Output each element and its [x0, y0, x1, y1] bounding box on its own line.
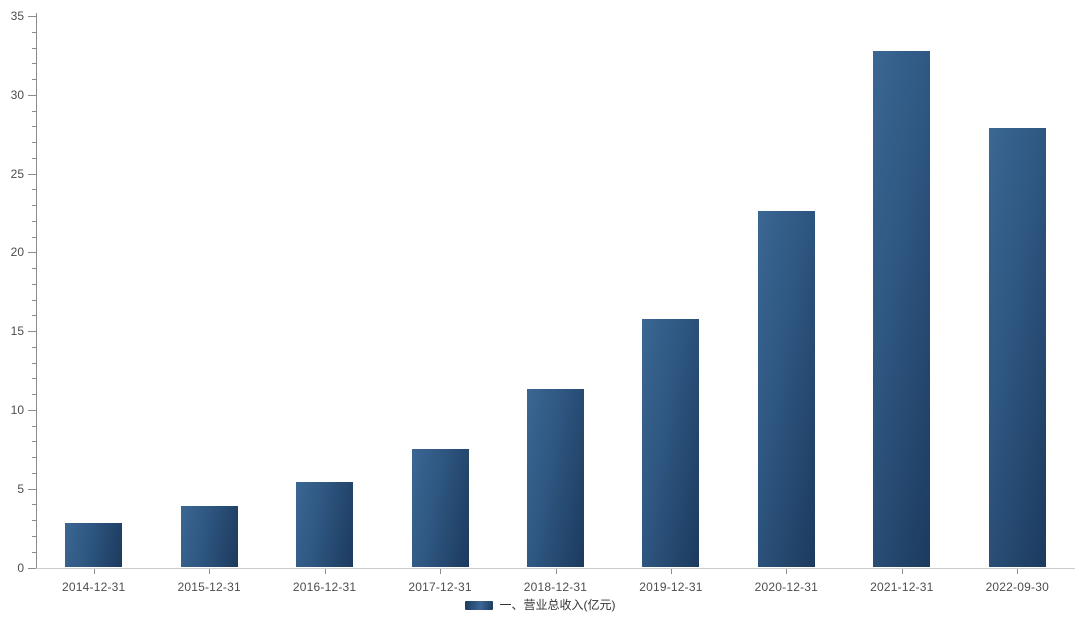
y-minor-tick — [32, 378, 36, 380]
bar-2015-12-31[interactable] — [180, 506, 238, 568]
y-minor-tick — [32, 520, 36, 522]
y-axis-tick-label: 0 — [17, 560, 24, 575]
bar-2019-12-31[interactable] — [642, 318, 700, 568]
y-minor-tick — [32, 220, 36, 222]
y-major-tick — [28, 252, 36, 254]
x-axis-tick — [901, 568, 903, 574]
y-axis-line — [36, 13, 37, 568]
y-major-tick — [28, 409, 36, 411]
y-minor-tick — [32, 47, 36, 49]
y-minor-tick — [32, 79, 36, 81]
y-minor-tick — [32, 126, 36, 128]
bar-2017-12-31[interactable] — [411, 449, 469, 568]
bar-2014-12-31[interactable] — [65, 523, 123, 568]
x-axis-tick-label: 2014-12-31 — [62, 579, 126, 594]
y-axis-tick-label: 15 — [10, 324, 24, 339]
legend-swatch-icon — [464, 600, 493, 610]
y-minor-tick — [32, 472, 36, 474]
x-axis-line — [36, 567, 1075, 569]
bar-2021-12-31[interactable] — [873, 50, 931, 568]
x-axis-tick-label: 2017-12-31 — [408, 579, 472, 594]
y-axis-tick-label: 25 — [10, 166, 24, 181]
legend: 一、营业总收入(亿元) — [0, 598, 1080, 612]
y-minor-tick — [32, 205, 36, 207]
x-axis-tick — [324, 568, 326, 574]
legend-label: 一、营业总收入(亿元) — [499, 598, 616, 612]
y-axis-tick-label: 35 — [10, 9, 24, 23]
y-minor-tick — [32, 425, 36, 427]
y-major-tick — [28, 16, 36, 17]
y-minor-tick — [32, 189, 36, 191]
y-minor-tick — [32, 504, 36, 506]
y-major-tick — [28, 94, 36, 96]
x-axis-tick — [786, 568, 788, 574]
y-minor-tick — [32, 63, 36, 65]
y-major-tick — [28, 567, 36, 569]
y-minor-tick — [32, 394, 36, 396]
x-axis-tick — [670, 568, 672, 574]
y-axis-tick-label: 5 — [17, 481, 24, 496]
y-axis-tick-label: 30 — [10, 87, 24, 102]
y-minor-tick — [32, 551, 36, 553]
x-axis-tick — [440, 568, 442, 574]
y-minor-tick — [32, 315, 36, 317]
x-axis-tick — [93, 568, 95, 574]
y-minor-tick — [32, 110, 36, 112]
x-axis-tick-label: 2019-12-31 — [639, 579, 703, 594]
y-minor-tick — [32, 441, 36, 443]
bar-2016-12-31[interactable] — [296, 482, 354, 568]
y-minor-tick — [32, 268, 36, 270]
y-minor-tick — [32, 157, 36, 159]
y-minor-tick — [32, 346, 36, 348]
y-major-tick — [28, 331, 36, 333]
y-minor-tick — [32, 535, 36, 537]
y-axis-tick-label: 10 — [10, 402, 24, 417]
x-axis-tick-label: 2021-12-31 — [870, 579, 934, 594]
x-axis-tick-label: 2022-09-30 — [985, 579, 1049, 594]
y-minor-tick — [32, 283, 36, 285]
y-minor-tick — [32, 236, 36, 238]
y-minor-tick — [32, 362, 36, 364]
x-axis-tick — [209, 568, 211, 574]
x-axis-tick-label: 2015-12-31 — [177, 579, 241, 594]
x-axis-tick-label: 2018-12-31 — [523, 579, 588, 594]
x-axis-tick-label: 2020-12-31 — [754, 579, 819, 594]
x-axis-tick — [555, 568, 557, 574]
y-major-tick — [28, 488, 36, 490]
bar-2022-09-30[interactable] — [988, 127, 1046, 568]
bar-2018-12-31[interactable] — [527, 389, 584, 568]
y-minor-tick — [32, 31, 36, 33]
y-minor-tick — [32, 142, 36, 144]
y-minor-tick — [32, 457, 36, 459]
y-axis-tick-label: 20 — [10, 245, 24, 260]
x-axis-tick — [1017, 568, 1019, 574]
x-axis-tick-label: 2016-12-31 — [292, 579, 357, 594]
y-minor-tick — [32, 299, 36, 301]
legend-item-revenue[interactable]: 一、营业总收入(亿元) — [464, 598, 616, 612]
bar-2020-12-31[interactable] — [757, 211, 815, 568]
y-major-tick — [28, 173, 36, 175]
